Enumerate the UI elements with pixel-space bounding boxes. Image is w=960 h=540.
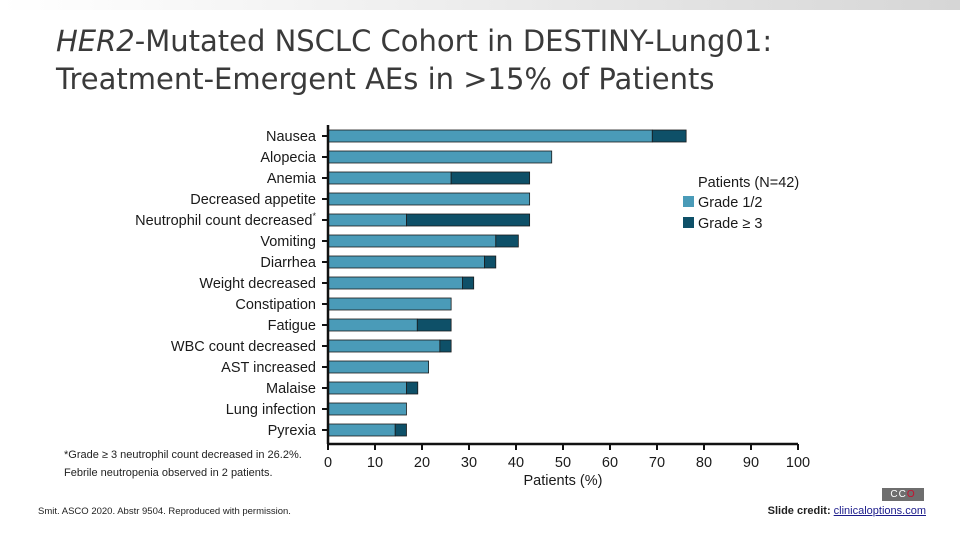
title-line-2: Treatment-Emergent AEs in >15% of Patien… [56, 62, 715, 96]
bar-grade3 [651, 129, 687, 143]
bar-grade12 [327, 360, 429, 374]
x-axis-title: Patients (%) [524, 473, 603, 489]
bar-grade12 [327, 213, 407, 227]
legend-swatch-grade3 [683, 217, 694, 228]
bar-grade3 [450, 171, 531, 185]
bar-grade12 [327, 192, 531, 206]
category-label: WBC count decreased [171, 339, 316, 355]
slide-title: HER2-Mutated NSCLC Cohort in DESTINY-Lun… [56, 22, 936, 98]
x-tick-label: 0 [324, 455, 332, 471]
category-label: Constipation [235, 297, 316, 313]
legend-title: Patients (N=42) [698, 175, 799, 191]
bar-grade3 [439, 339, 452, 353]
bar-grade12 [327, 339, 441, 353]
category-label: Decreased appetite [190, 192, 316, 208]
footnote: *Grade ≥ 3 neutrophil count decreased in… [64, 449, 302, 479]
bar-grade12 [327, 381, 407, 395]
x-tick-label: 30 [461, 455, 477, 471]
bar-grade12 [327, 276, 463, 290]
logo-text-left: CC [890, 489, 907, 500]
category-label: Lung infection [226, 402, 316, 418]
top-gradient-bar [0, 0, 960, 10]
slide-credit-label: Slide credit: [767, 505, 831, 517]
category-label-asterisk: * [312, 211, 316, 221]
category-label: Neutrophil count decreased* [135, 211, 316, 229]
bar-grade12 [327, 171, 452, 185]
category-label: Weight decreased [199, 276, 316, 292]
category-label: Malaise [266, 381, 316, 397]
category-label: Vomiting [260, 234, 316, 250]
logo-text-right: O [906, 489, 916, 500]
title-italic-gene: HER2 [56, 24, 135, 58]
x-tick-label: 10 [367, 455, 383, 471]
x-tick-label: 70 [649, 455, 665, 471]
bar-grade12 [327, 129, 653, 143]
bar-grade3 [462, 276, 475, 290]
legend-swatch-grade12 [683, 196, 694, 207]
legend-label-grade12: Grade 1/2 [698, 195, 763, 211]
x-tick-label: 90 [743, 455, 759, 471]
title-line-1: HER2-Mutated NSCLC Cohort in DESTINY-Lun… [56, 22, 936, 60]
bar-grade12 [327, 318, 418, 332]
bar-grade12 [327, 255, 485, 269]
bar-grade3 [406, 213, 531, 227]
x-tick-label: 20 [414, 455, 430, 471]
source-citation: Smit. ASCO 2020. Abstr 9504. Reproduced … [38, 506, 291, 517]
bar-grade12 [327, 234, 497, 248]
title-line-1-rest: -Mutated NSCLC Cohort in DESTINY-Lung01: [134, 24, 773, 58]
category-label: Anemia [267, 171, 317, 187]
bar-grade3 [484, 255, 497, 269]
x-tick-label: 80 [696, 455, 712, 471]
slide-credit: Slide credit: clinicaloptions.com [768, 505, 926, 517]
x-tick-label: 40 [508, 455, 524, 471]
category-label: Nausea [266, 129, 317, 145]
legend-label-grade3: Grade ≥ 3 [698, 216, 762, 232]
cco-logo: CCO [882, 488, 924, 501]
category-label: Alopecia [260, 150, 317, 166]
bar-grade3 [416, 318, 452, 332]
bar-grade12 [327, 423, 396, 437]
bar-grade12 [327, 150, 553, 164]
category-label: Diarrhea [260, 255, 317, 271]
x-tick-label: 60 [602, 455, 618, 471]
bar-grade12 [327, 402, 407, 416]
bar-grade3 [394, 423, 407, 437]
category-label: Fatigue [268, 318, 316, 334]
bar-grade3 [406, 381, 419, 395]
category-label: Pyrexia [268, 423, 317, 439]
x-tick-label: 100 [786, 455, 810, 471]
category-label: AST increased [221, 360, 316, 376]
bar-grade3 [495, 234, 519, 248]
slide-credit-link[interactable]: clinicaloptions.com [833, 505, 926, 517]
bar-grade12 [327, 297, 452, 311]
x-tick-label: 50 [555, 455, 571, 471]
